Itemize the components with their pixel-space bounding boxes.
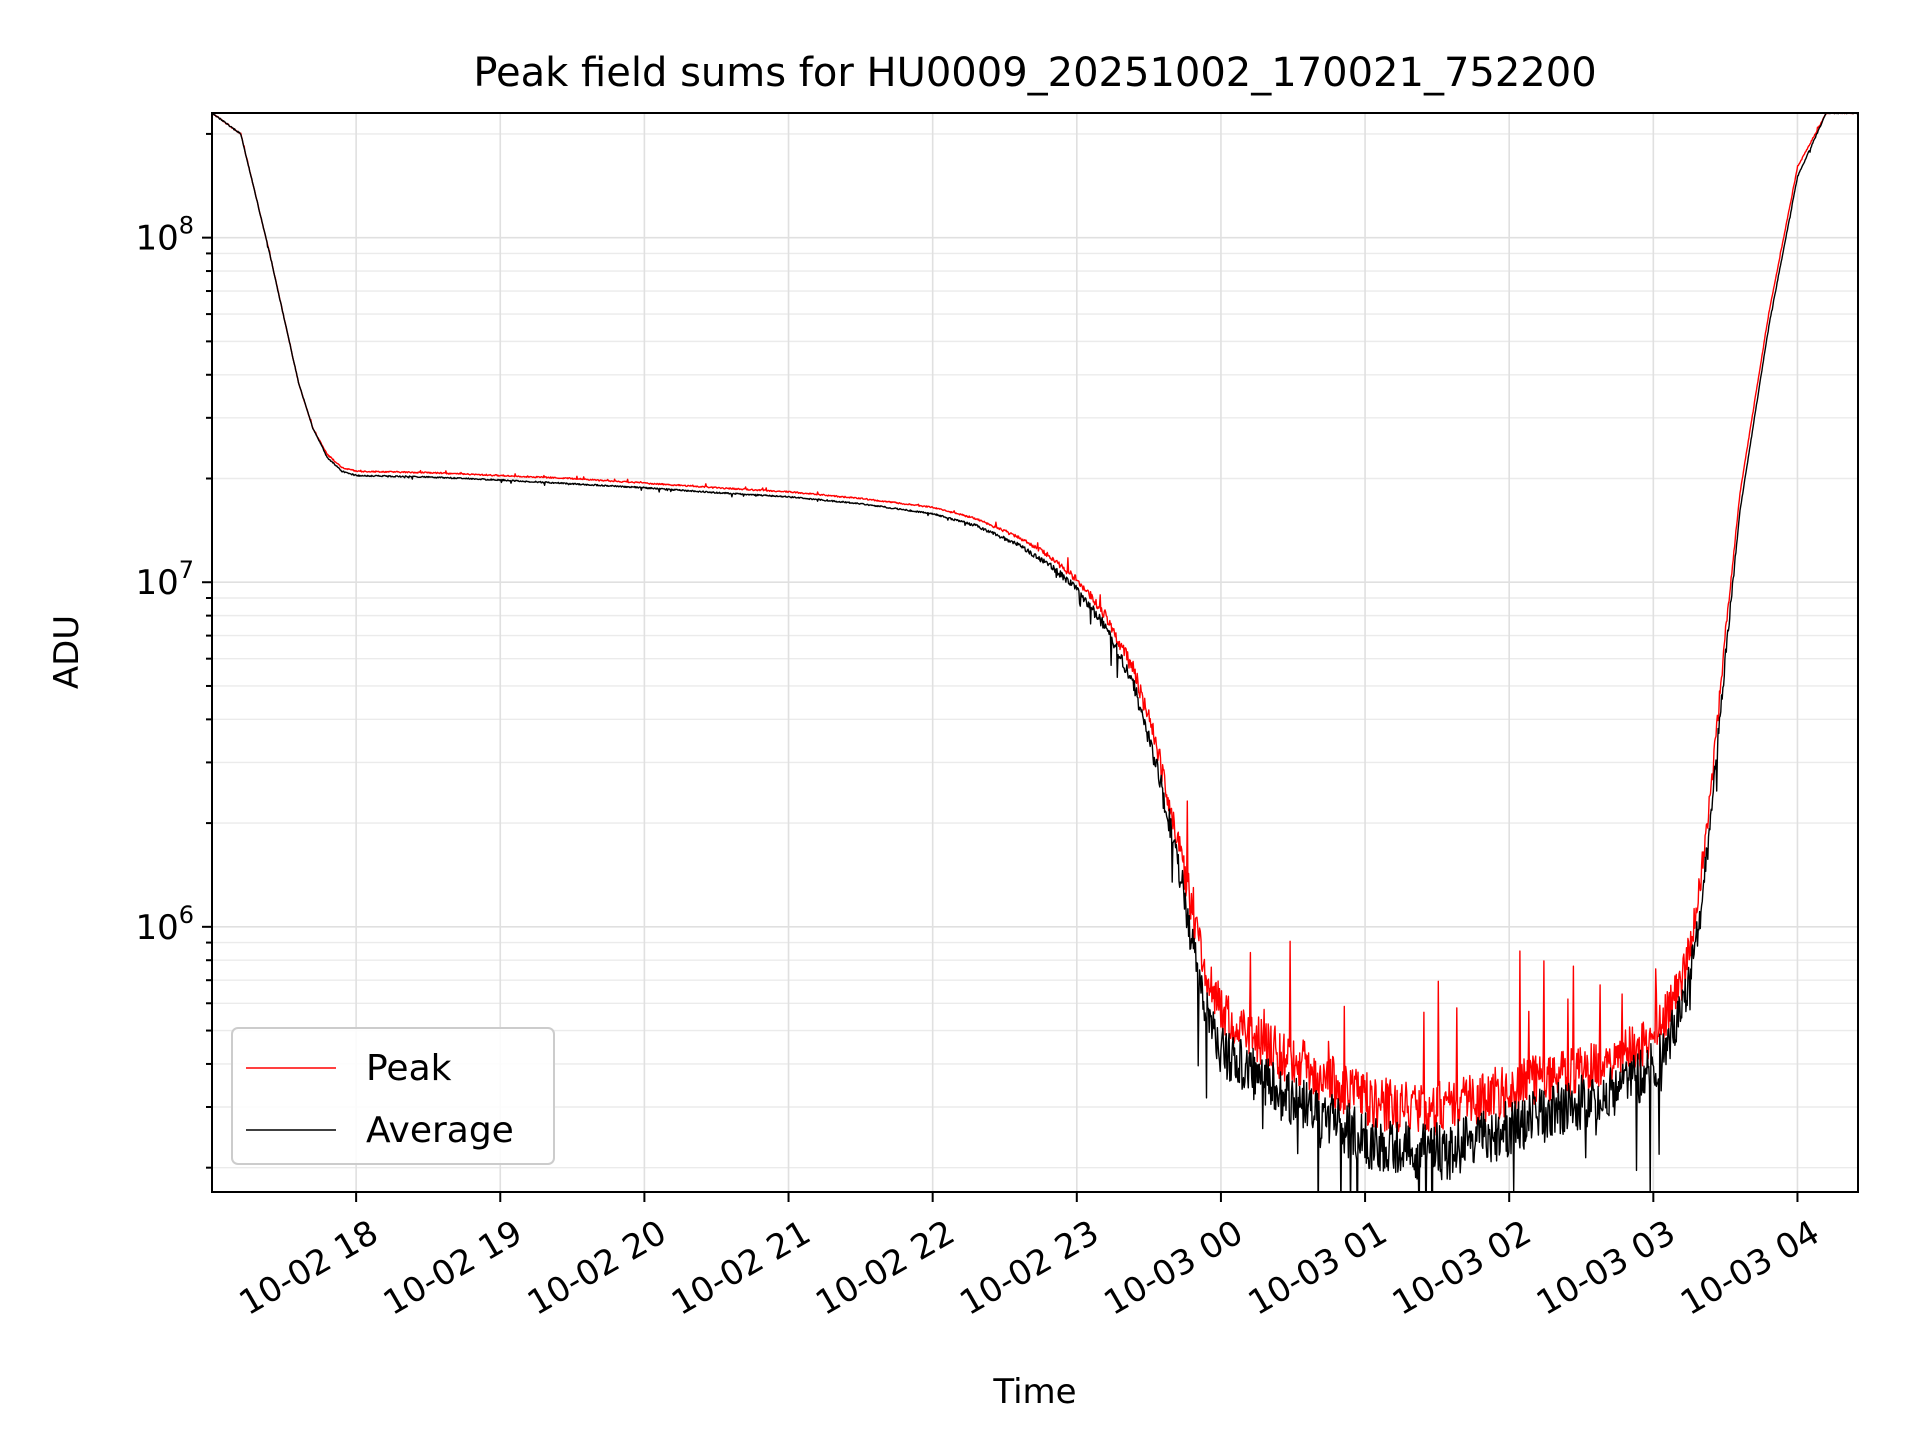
legend-label-average: Average — [366, 1110, 514, 1151]
y-axis-label: ADU — [47, 615, 87, 689]
chart-title: Peak field sums for HU0009_20251002_1700… — [473, 50, 1596, 96]
series-line-peak — [212, 113, 1858, 1136]
y-tick-label: 108 — [135, 212, 194, 259]
legend: Peak Average — [231, 1027, 555, 1165]
y-tick-label: 107 — [135, 556, 194, 603]
y-axis-ticks: 106 107 108 — [135, 132, 212, 1169]
x-axis-label: Time — [992, 1372, 1076, 1412]
legend-label-peak: Peak — [366, 1048, 452, 1089]
plot-frame — [211, 112, 1859, 1193]
series-line-average — [212, 113, 1858, 1192]
series-group — [212, 113, 1858, 1192]
y-tick-label: 106 — [135, 901, 194, 948]
